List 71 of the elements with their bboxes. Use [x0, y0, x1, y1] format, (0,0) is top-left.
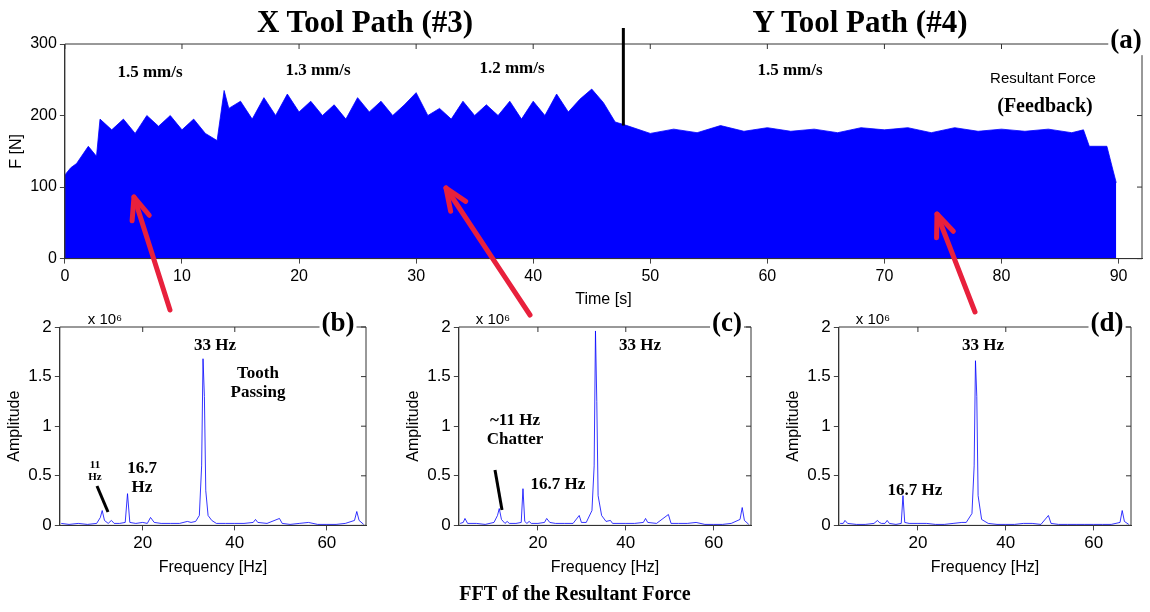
x-tick-label: 60 — [317, 533, 337, 553]
y-axis-title: F [N] — [7, 133, 25, 169]
y-tick-label: 2 — [441, 316, 451, 336]
annotation: (Feedback) — [997, 94, 1093, 116]
x-axis-title: Time [s] — [575, 289, 632, 307]
y-tick-label: 0 — [821, 515, 831, 535]
annotation: 16.7 Hz — [887, 479, 943, 500]
annotation: 33 Hz — [618, 334, 662, 355]
x-tick-label: 20 — [908, 533, 928, 553]
y-tick-label: 300 — [30, 34, 57, 52]
x-tick-label: 70 — [875, 266, 894, 284]
x-tick-label: 40 — [524, 266, 543, 284]
y-tick-label: 1 — [821, 415, 831, 435]
y-tick-label: 0 — [441, 515, 451, 535]
x-tick-label: 50 — [641, 266, 660, 284]
y-tick-label: 100 — [30, 177, 57, 195]
annotation: 1.3 mm/s — [285, 59, 351, 80]
x-tick-label: 40 — [225, 533, 245, 553]
text: Y Tool Path (#4) — [752, 3, 968, 40]
annotation: 16.7 Hz — [126, 458, 158, 497]
y-tick-label: 1.5 — [427, 366, 451, 386]
x-tick-label: 10 — [173, 266, 191, 284]
annotation: 11 Hz — [87, 457, 103, 483]
y-axis-title: Amplitude — [404, 390, 422, 462]
x-tick-label: 20 — [133, 533, 153, 553]
x-tick-label: 20 — [290, 266, 309, 284]
y-tick-label: 200 — [30, 105, 57, 123]
x-tick-label: 20 — [528, 533, 548, 553]
annotation: 1.5 mm/s — [757, 59, 823, 80]
annotation: (a) — [1108, 24, 1144, 55]
x-tick-label: 90 — [1109, 266, 1128, 284]
x-tick-label: 60 — [1084, 533, 1104, 553]
y-tick-label: 1 — [42, 415, 52, 435]
text: X Tool Path (#3) — [256, 3, 474, 40]
x-tick-label: 40 — [996, 533, 1016, 553]
annotation: 33 Hz — [193, 334, 237, 355]
y-tick-label: 0 — [42, 515, 52, 535]
text: x 10⁶ — [855, 309, 891, 328]
annotation: (c) — [710, 307, 744, 338]
x-axis-title: Frequency [Hz] — [930, 557, 1040, 575]
text: FFT of the Resultant Force — [459, 582, 691, 604]
x-tick-label: 60 — [704, 533, 724, 553]
annotation: (d) — [1088, 307, 1126, 338]
y-axis-title: Amplitude — [5, 390, 23, 462]
x-axis-title: Frequency [Hz] — [158, 557, 268, 575]
y-tick-label: 0.5 — [427, 465, 451, 485]
annotation: 1.2 mm/s — [479, 57, 545, 78]
annotation: (b) — [319, 307, 357, 338]
x-tick-label: 60 — [758, 266, 777, 284]
y-tick-label: 2 — [42, 316, 52, 336]
annotation: Tooth Passing — [229, 363, 287, 402]
y-tick-label: 1 — [441, 415, 451, 435]
annotation: 33 Hz — [961, 334, 1005, 355]
annotation: 16.7 Hz — [530, 473, 586, 494]
y-tick-label: 1.5 — [28, 366, 52, 386]
y-tick-label: 2 — [821, 316, 831, 336]
x-tick-label: 40 — [616, 533, 636, 553]
y-tick-label: 0 — [47, 249, 57, 267]
y-tick-label: 0.5 — [28, 465, 52, 485]
text: x 10⁶ — [87, 309, 123, 328]
annotation: Resultant Force — [990, 68, 1096, 87]
x-tick-label: 80 — [992, 266, 1011, 284]
x-axis-title: Frequency [Hz] — [550, 557, 660, 575]
x-tick-label: 0 — [60, 266, 70, 284]
annotation: ~11 Hz Chatter — [485, 410, 545, 449]
x-tick-label: 30 — [407, 266, 426, 284]
text: x 10⁶ — [475, 309, 511, 328]
y-axis-title: Amplitude — [784, 390, 802, 462]
y-tick-label: 1.5 — [807, 366, 831, 386]
y-tick-label: 0.5 — [807, 465, 831, 485]
annotation: 1.5 mm/s — [117, 61, 183, 82]
